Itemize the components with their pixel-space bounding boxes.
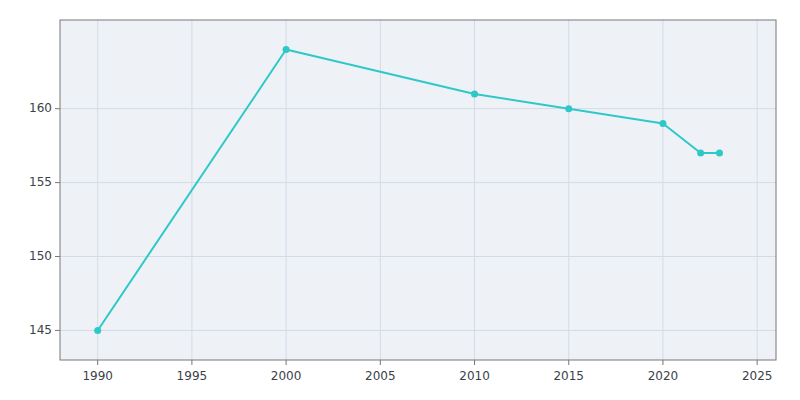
y-tick-label: 155 <box>29 175 52 189</box>
y-grid-line <box>60 108 776 109</box>
line <box>98 50 720 331</box>
chart-container: 145 150 155 160 1990 1995 2000 2005 2010 2015 2020… <box>0 0 800 400</box>
y-tick <box>55 182 60 183</box>
x-tick <box>474 360 475 365</box>
x-tick <box>286 360 287 365</box>
plot-background <box>60 20 776 360</box>
y-grid-line <box>60 330 776 331</box>
x-grid-line <box>474 20 475 360</box>
y-tick-label: 160 <box>29 101 52 115</box>
x-tick-label: 1990 <box>82 369 113 383</box>
x-tick <box>662 360 663 365</box>
marker <box>659 120 666 127</box>
x-grid-line <box>757 20 758 360</box>
y-tick-label: 150 <box>29 249 52 263</box>
y-grid-line <box>60 182 776 183</box>
x-grid-line <box>568 20 569 360</box>
x-tick-label: 2005 <box>365 369 396 383</box>
x-tick <box>568 360 569 365</box>
x-tick <box>380 360 381 365</box>
y-grid-line <box>60 256 776 257</box>
series <box>94 46 723 334</box>
x-grid-line <box>97 20 98 360</box>
y-tick-label: 145 <box>29 323 52 337</box>
y-tick <box>55 256 60 257</box>
x-tick-label: 2000 <box>271 369 302 383</box>
marker <box>471 90 478 97</box>
x-tick-label: 2025 <box>742 369 773 383</box>
x-tick <box>757 360 758 365</box>
marker <box>697 150 704 157</box>
marker <box>283 46 290 53</box>
x-tick-label: 1995 <box>177 369 208 383</box>
x-tick-label: 2020 <box>648 369 679 383</box>
x-grid-line <box>286 20 287 360</box>
x-tick-label: 2015 <box>553 369 584 383</box>
chart-svg: 145 150 155 160 1990 1995 2000 2005 2010 2015 2020… <box>0 0 800 400</box>
x-tick <box>191 360 192 365</box>
marker <box>94 327 101 334</box>
grid <box>60 20 776 360</box>
marker <box>565 105 572 112</box>
y-tick <box>55 330 60 331</box>
axes: 145 150 155 160 1990 1995 2000 2005 2010 2015 2020… <box>29 101 772 383</box>
marker <box>716 150 723 157</box>
y-tick <box>55 108 60 109</box>
plot-frame <box>60 20 776 360</box>
x-tick <box>97 360 98 365</box>
x-tick-label: 2010 <box>459 369 490 383</box>
x-grid-line <box>662 20 663 360</box>
